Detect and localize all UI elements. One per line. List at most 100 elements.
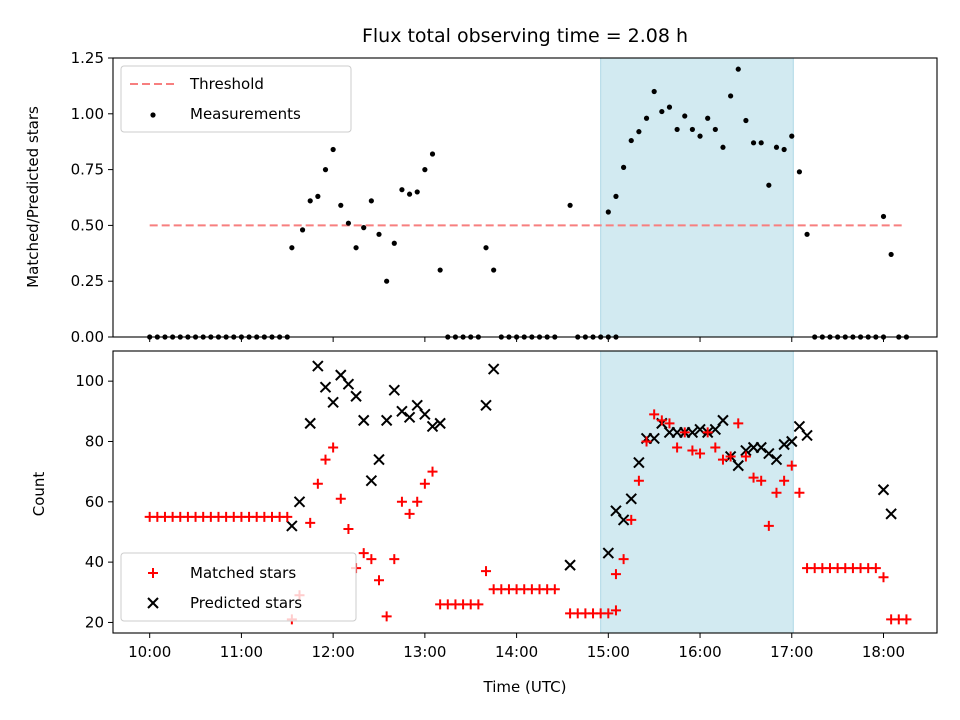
predicted-star-point [396,405,408,418]
matched-star-point [610,605,621,616]
bottom-legend-box [120,552,357,622]
chart-title: Flux total observing time = 2.08 h [362,25,688,47]
bottom-plot-frame [112,350,938,634]
predicted-star-point [625,493,637,505]
matched-star-point [343,523,354,534]
matched-legend-swatch [148,568,158,578]
predicted-star-point [732,459,744,472]
bottom-y-tick-label: 20 [85,613,104,631]
x-axis-label: Time (UTC) [483,678,567,696]
x-tick-label: 12:00 [312,643,355,661]
measurement-point [697,133,703,139]
matched-star-point [763,520,774,531]
matched-star-point [679,427,690,438]
bottom-y-tick-label: 100 [75,372,104,390]
predicted-star-point [342,378,355,390]
matched-star-point [312,478,323,489]
matched-star-point [366,554,377,565]
matched-star-point [641,436,652,447]
predicted-star-point [487,363,500,375]
x-tick-label: 10:00 [128,643,171,661]
measurement-point [758,140,764,146]
measurement-point [322,167,329,173]
matched-star-point [305,517,316,528]
matched-star-point [725,451,736,462]
matched-star-point [358,548,369,559]
bottom-y-tick-label: 80 [85,432,104,450]
predicted-star-point [617,514,630,526]
matched-star-point [687,445,698,456]
predicted-star-point [686,426,699,439]
top-panel: Flux total observing time = 2.08 h Match… [24,25,938,346]
measurement-point [289,245,295,251]
matched-star-point [404,508,415,519]
top-y-tick-label: 0.25 [71,272,104,290]
measurement-point [391,240,397,246]
predicted-star-point [778,438,790,451]
predicted-star-point [304,417,316,430]
predicted-star-point [763,447,775,460]
matched-star-point [717,454,728,465]
top-y-tick-label: 0.50 [71,216,104,234]
top-y-tick-label: 0.00 [71,328,104,346]
measurement-point [781,146,787,153]
matched-star-point [740,451,751,462]
matched-star-point [656,415,667,426]
measurement-point [720,144,726,150]
predicted-star-point [411,399,423,411]
matched-star-point [710,442,721,453]
predicted-star-point [293,496,306,508]
predicted-star-point [327,396,339,408]
matched-star-point [603,608,614,619]
measurement-point [605,209,611,215]
measurement-point [659,108,665,115]
predicted-star-point [633,456,645,469]
matched-star-point [672,442,683,453]
matched-star-point [549,584,560,595]
top-observing-window [600,57,794,338]
measurement-point [338,202,344,208]
predicted-star-point [770,453,783,466]
top-legend-box [120,65,352,133]
matched-star-point [695,448,706,459]
predicted-star-point [717,414,729,427]
matched-star-point [633,475,644,486]
measurement-point [353,245,359,251]
top-y-tick-label: 1.25 [71,49,104,67]
measurement-point [361,225,367,231]
bottom-observing-window [600,350,794,634]
measurements-legend-swatch [150,112,156,118]
measurements-legend-label: Measurements [190,105,301,123]
matched-star-point [878,572,889,583]
predicted-legend-swatch [147,597,159,609]
bottom-y-axis-label: Count [30,472,48,517]
measurement-point [437,267,443,273]
measurement-point [712,126,718,133]
predicted-star-point [286,520,298,532]
top-y-tick-label: 0.75 [71,161,104,179]
predicted-star-point [564,559,576,571]
matched-star-point [901,614,912,625]
measurement-point [330,146,336,153]
measurement-point [491,267,497,273]
matched-star-point [320,454,331,465]
measurement-point [743,117,749,124]
predicted-star-point [350,390,362,402]
measurement-point [766,182,772,188]
measurement-point [880,213,887,220]
measurement-point [414,189,420,195]
matched-star-point [618,554,629,565]
predicted-star-point [403,411,416,424]
predicted-star-point [319,381,332,393]
predicted-star-point [602,547,615,559]
bottom-panel: Count Time (UTC) 20 40 60 80 100 10:00 11:00 12… [30,350,938,696]
measurement-point [674,126,680,133]
matched-star-point [733,418,744,429]
matched-star-point [786,460,797,471]
matched-star-point [396,496,407,507]
predicted-star-point [335,369,347,381]
matched-star-point [779,475,790,486]
measurement-point [483,245,489,251]
predicted-star-point [877,484,890,496]
matched-star-point [374,575,385,586]
